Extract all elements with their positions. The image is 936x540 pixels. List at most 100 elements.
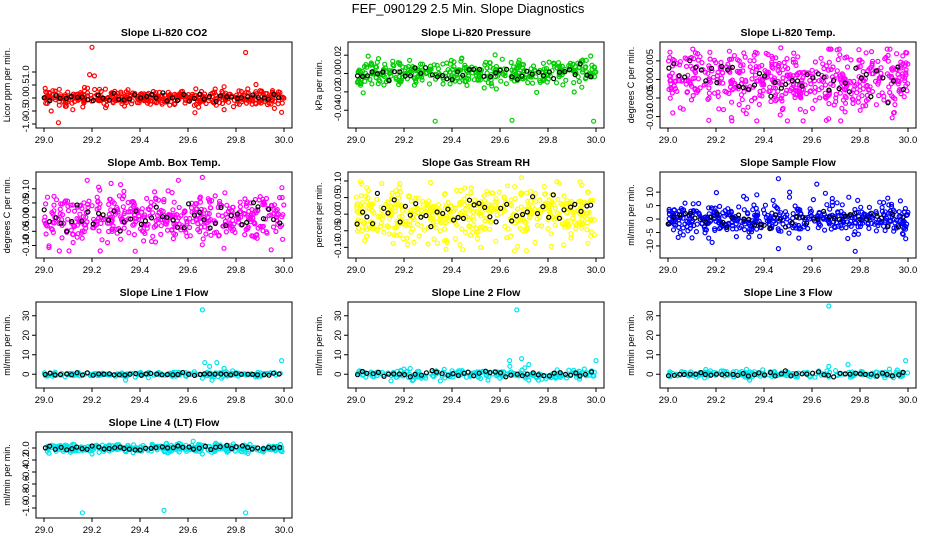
data-point: [852, 248, 858, 254]
data-point: [740, 107, 746, 113]
data-point: [863, 102, 869, 109]
data-point: [817, 222, 824, 228]
reference-point: [451, 217, 457, 223]
reference-point: [121, 446, 127, 452]
data-point: [666, 206, 672, 212]
reference-point: [374, 71, 381, 77]
data-point: [425, 241, 431, 247]
data-point: [77, 211, 83, 217]
reference-point: [96, 371, 102, 377]
data-series: [665, 176, 911, 254]
data-point: [534, 222, 541, 229]
data-point: [682, 200, 688, 206]
data-point: [781, 59, 787, 66]
reference-point: [212, 220, 218, 227]
data-point: [878, 70, 884, 77]
data-point: [814, 181, 820, 187]
reference-point: [265, 96, 271, 102]
data-point: [364, 233, 370, 239]
data-point: [775, 64, 782, 70]
data-point: [104, 240, 111, 246]
data-series: [42, 438, 285, 516]
data-point: [552, 222, 558, 228]
reference-point: [572, 201, 578, 207]
data-point: [432, 118, 438, 124]
data-point: [281, 202, 287, 208]
data-point: [393, 232, 400, 238]
data-point: [702, 226, 708, 232]
reference-point: [503, 374, 509, 380]
data-point: [199, 242, 205, 248]
data-point: [390, 240, 396, 246]
reference-point: [423, 213, 429, 219]
data-point: [585, 189, 591, 195]
data-point: [190, 219, 196, 225]
data-point: [581, 366, 587, 372]
data-point: [164, 227, 171, 233]
data-point: [102, 86, 109, 92]
reference-point: [729, 215, 735, 221]
data-point: [420, 199, 426, 205]
reference-point: [777, 216, 783, 222]
data-point: [246, 208, 252, 214]
data-point: [385, 224, 392, 230]
data-point: [665, 58, 672, 64]
data-point: [279, 445, 285, 451]
data-point: [65, 208, 72, 214]
data-point: [696, 210, 702, 217]
data-point: [686, 216, 692, 222]
figure-title: FEF_090129 2.5 Min. Slope Diagnostics: [351, 1, 585, 16]
data-point: [856, 57, 862, 63]
reference-point: [266, 372, 272, 378]
data-point: [719, 70, 726, 76]
data-point: [534, 89, 540, 96]
y-tick-label: 0.00: [333, 64, 344, 83]
y-tick-label: 1.0: [21, 65, 32, 78]
data-point: [714, 213, 720, 219]
reference-point: [64, 447, 70, 453]
reference-point: [671, 61, 677, 67]
data-point: [747, 64, 753, 70]
x-tick-label: 29.6: [803, 135, 822, 146]
data-point: [751, 57, 757, 64]
data-point: [790, 73, 796, 79]
data-point: [443, 202, 449, 208]
reference-point: [830, 78, 837, 84]
data-point: [245, 96, 251, 102]
reference-point: [863, 71, 869, 78]
data-point: [369, 81, 375, 87]
data-point: [144, 195, 150, 202]
data-point: [126, 230, 132, 236]
reference-point: [476, 200, 482, 206]
data-point: [881, 97, 887, 103]
data-point: [45, 93, 51, 99]
data-point: [676, 62, 683, 68]
data-point: [358, 193, 364, 199]
reference-point: [143, 371, 149, 377]
data-point: [901, 209, 907, 215]
data-point: [839, 71, 845, 77]
data-point: [257, 194, 263, 200]
data-point: [736, 101, 742, 108]
data-point: [183, 229, 189, 235]
data-point: [700, 215, 706, 221]
data-point: [724, 226, 730, 233]
data-point: [56, 102, 62, 108]
data-point: [746, 221, 752, 227]
data-point: [762, 202, 769, 208]
data-point: [159, 101, 165, 107]
data-point: [200, 236, 206, 242]
reference-point: [519, 73, 525, 79]
reference-point: [132, 447, 138, 453]
data-point: [511, 248, 518, 254]
data-point: [161, 199, 167, 205]
data-point: [716, 203, 723, 209]
data-point: [684, 89, 690, 96]
reference-point: [719, 372, 725, 378]
data-point: [397, 181, 403, 187]
reference-point: [519, 211, 526, 218]
data-point: [705, 70, 711, 76]
y-tick-label: 10: [21, 349, 32, 360]
data-point: [860, 103, 866, 109]
y-axis-label: percent per min.: [314, 182, 324, 247]
